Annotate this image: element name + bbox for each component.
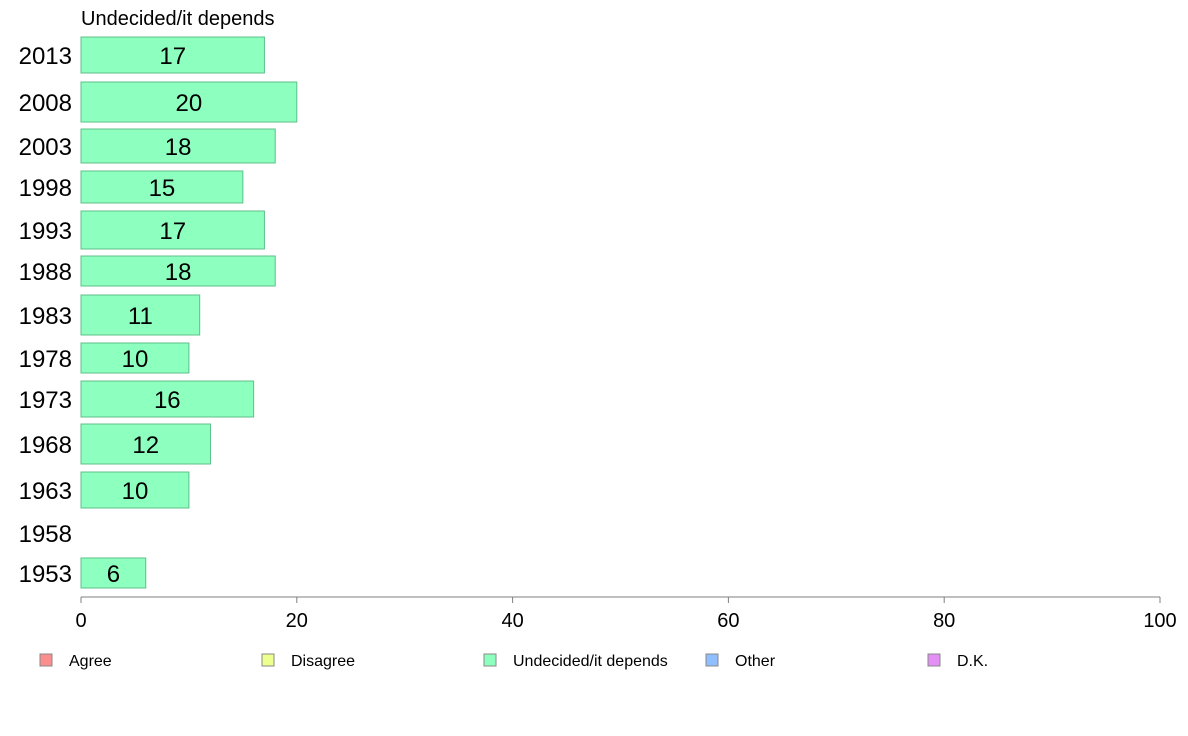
legend-label-1: Disagree bbox=[291, 653, 355, 670]
bar-value-label-1953: 6 bbox=[107, 561, 120, 588]
year-label-1958: 1958 bbox=[19, 521, 72, 548]
bar-value-label-1973: 16 bbox=[154, 387, 181, 414]
bar-value-label-1968: 12 bbox=[132, 432, 159, 459]
x-tick-label-100: 100 bbox=[1143, 610, 1176, 632]
year-label-1998: 1998 bbox=[19, 175, 72, 202]
year-label-1978: 1978 bbox=[19, 346, 72, 373]
bar-value-label-1963: 10 bbox=[122, 478, 149, 505]
bar-value-label-1993: 17 bbox=[159, 218, 186, 245]
legend-label-0: Agree bbox=[69, 653, 112, 670]
bar-value-label-1988: 18 bbox=[165, 259, 192, 286]
bar-1998 bbox=[80, 170, 244, 204]
bar-2013 bbox=[80, 36, 265, 74]
bars-group: 2013 17 2008 20 2003 18 1998 15 1993 17 1988 18 1983… bbox=[19, 36, 298, 589]
year-label-1968: 1968 bbox=[19, 432, 72, 459]
legend-label-3: Other bbox=[735, 653, 776, 670]
bar-2003 bbox=[80, 128, 276, 164]
year-label-2013: 2013 bbox=[19, 43, 72, 70]
bar-1953 bbox=[80, 557, 147, 589]
year-label-2008: 2008 bbox=[19, 90, 72, 117]
bar-value-label-2013: 17 bbox=[159, 43, 186, 70]
bar-1963 bbox=[80, 471, 190, 509]
year-label-1973: 1973 bbox=[19, 387, 72, 414]
legend-swatch-4 bbox=[927, 653, 941, 667]
bar-2008 bbox=[80, 81, 298, 123]
bar-1968 bbox=[80, 423, 211, 465]
x-tick-label-80: 80 bbox=[933, 610, 955, 632]
bar-1983 bbox=[80, 294, 201, 336]
legend: Agree Disagree Undecided/it depends Other D.… bbox=[39, 653, 988, 670]
legend-swatch-0 bbox=[39, 653, 53, 667]
year-label-1993: 1993 bbox=[19, 218, 72, 245]
legend-swatch-2 bbox=[483, 653, 497, 667]
x-axis: 0 20 40 60 80 100 bbox=[75, 596, 1177, 632]
bar-1993 bbox=[80, 210, 265, 250]
bar-value-label-1998: 15 bbox=[149, 175, 176, 202]
x-tick-label-60: 60 bbox=[717, 610, 739, 632]
legend-swatch-1 bbox=[261, 653, 275, 667]
bar-1973 bbox=[80, 380, 255, 418]
legend-label-2: Undecided/it depends bbox=[513, 653, 668, 670]
year-label-1988: 1988 bbox=[19, 259, 72, 286]
x-tick-label-0: 0 bbox=[75, 610, 86, 632]
year-label-2003: 2003 bbox=[19, 134, 72, 161]
bar-1988 bbox=[80, 255, 276, 287]
year-label-1963: 1963 bbox=[19, 478, 72, 505]
bar-value-label-2003: 18 bbox=[165, 134, 192, 161]
legend-swatch-3 bbox=[705, 653, 719, 667]
x-tick-label-40: 40 bbox=[501, 610, 523, 632]
x-tick-label-20: 20 bbox=[286, 610, 308, 632]
chart-title: Undecided/it depends bbox=[81, 8, 274, 30]
bar-value-label-2008: 20 bbox=[176, 90, 203, 117]
bar-1978 bbox=[80, 342, 190, 374]
legend-label-4: D.K. bbox=[957, 653, 988, 670]
year-label-1953: 1953 bbox=[19, 561, 72, 588]
year-label-1983: 1983 bbox=[19, 303, 72, 330]
bar-value-label-1978: 10 bbox=[122, 346, 149, 373]
bar-value-label-1983: 11 bbox=[128, 303, 153, 330]
